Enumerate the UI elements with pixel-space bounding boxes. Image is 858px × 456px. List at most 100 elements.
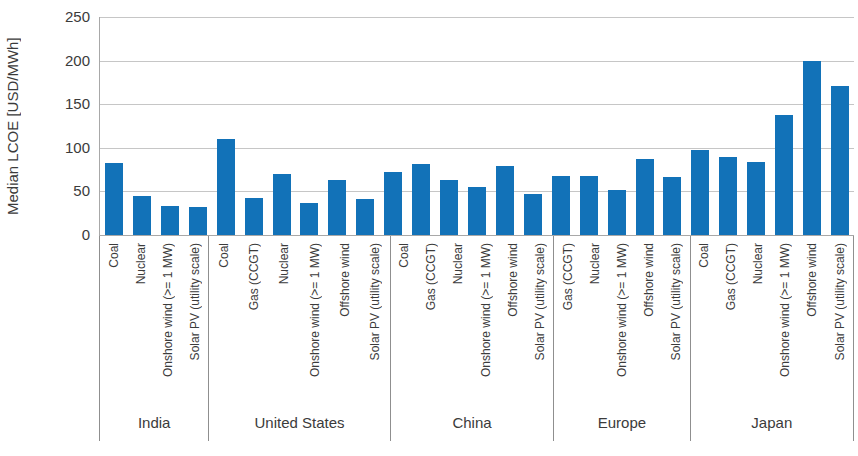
bar-slot [491, 17, 519, 235]
bar [663, 177, 681, 235]
tech-label: Coal [108, 243, 120, 268]
tech-label-row: Gas (CCGT) Nuclear Onshore wind (>= 1 MW) O… [554, 236, 689, 403]
bar-slot [742, 17, 770, 235]
tech-label: Nuclear [589, 243, 601, 284]
bar-slot [575, 17, 603, 235]
lcoe-bar-chart: Median LCOE [USD/MWh] 050100150200250 Co… [0, 0, 858, 456]
bar [580, 176, 598, 235]
bar [356, 199, 374, 235]
bar-slot [100, 17, 128, 235]
tech-label: Gas (CCGT) [562, 243, 574, 310]
tech-label-slot: Gas (CCGT) [554, 236, 581, 403]
bar-slot [351, 17, 379, 235]
bar [105, 163, 123, 235]
bar-slot [547, 17, 575, 235]
tech-label-slot: Solar PV (utility scale) [360, 236, 390, 403]
tech-label: Offshore wind [643, 243, 655, 317]
bar [496, 166, 514, 235]
tech-label-slot: Nuclear [269, 236, 299, 403]
tech-label-slot: Coal [100, 236, 127, 403]
tech-label-slot: Onshore wind (>= 1 MW) [608, 236, 635, 403]
y-axis-tick-labels: 050100150200250 [0, 0, 92, 456]
bar [775, 115, 793, 235]
y-tick-label: 250 [65, 8, 90, 26]
tech-label-slot: Solar PV (utility scale) [181, 236, 208, 403]
bar-slot [268, 17, 296, 235]
bar [133, 196, 151, 235]
label-group-india: Coal NuclearOnshore wind (>= 1 MW) Solar P… [99, 236, 209, 441]
bar-group-europe [547, 17, 687, 235]
bar-slot [519, 17, 547, 235]
tech-label-slot: Onshore wind (>= 1 MW) [154, 236, 181, 403]
tech-label-row: CoalGas (CCGT)NuclearOnshore wind (>= 1 … [209, 236, 390, 403]
tech-label: Gas (CCGT) [425, 243, 437, 310]
tech-label-row: Coal NuclearOnshore wind (>= 1 MW) Solar P… [100, 236, 208, 403]
y-tick-label: 150 [65, 95, 90, 113]
tech-label: Solar PV (utility scale) [834, 243, 846, 360]
bar [384, 172, 402, 235]
tech-label-slot: Solar PV (utility scale) [826, 236, 853, 403]
tech-label: Offshore wind [507, 243, 519, 317]
bar-slot [798, 17, 826, 235]
tech-label-slot: Solar PV (utility scale) [526, 236, 553, 403]
tech-label-slot: Nuclear [445, 236, 472, 403]
label-group-europe: Gas (CCGT) Nuclear Onshore wind (>= 1 MW) O… [554, 236, 690, 441]
tech-label-row: CoalGas (CCGT)NuclearOnshore wind (>= 1 … [391, 236, 553, 403]
bar-slot [631, 17, 659, 235]
bar-slot [686, 17, 714, 235]
bar [803, 61, 821, 235]
tech-label: Onshore wind (>= 1 MW) [779, 243, 791, 377]
bar-slot [407, 17, 435, 235]
tech-label: Nuclear [278, 243, 290, 284]
region-label: Europe [554, 403, 689, 441]
bar-groups [100, 17, 854, 235]
bar-slot [184, 17, 212, 235]
tech-label: Gas (CCGT) [248, 243, 260, 310]
bar [328, 180, 346, 235]
tech-label-slot: Offshore wind [799, 236, 826, 403]
bar [412, 164, 430, 236]
tech-label-slot: Coal [391, 236, 418, 403]
label-group-united-states: CoalGas (CCGT)NuclearOnshore wind (>= 1 … [209, 236, 391, 441]
bar [245, 198, 263, 235]
tech-label-row: CoalGas (CCGT)NuclearOnshore wind (>= 1 … [691, 236, 853, 403]
bar-group-india [100, 17, 212, 235]
tech-label: Offshore wind [339, 243, 351, 317]
bar [608, 190, 626, 235]
tech-label-slot: Nuclear [581, 236, 608, 403]
label-group-china: CoalGas (CCGT)NuclearOnshore wind (>= 1 … [391, 236, 554, 441]
tech-label-slot: Gas (CCGT) [718, 236, 745, 403]
bar [468, 187, 486, 235]
tech-label-slot: Gas (CCGT) [418, 236, 445, 403]
bar-slot [323, 17, 351, 235]
bar-slot [826, 17, 854, 235]
bar-slot [659, 17, 687, 235]
bar-slot [156, 17, 184, 235]
tech-label-slot: Onshore wind (>= 1 MW) [772, 236, 799, 403]
bar-slot [770, 17, 798, 235]
bar-slot [240, 17, 268, 235]
region-label: India [100, 403, 208, 441]
bar-slot [463, 17, 491, 235]
tech-label: Onshore wind (>= 1 MW) [616, 243, 628, 377]
tech-label: Offshore wind [806, 243, 818, 317]
plot-area [99, 17, 854, 236]
tech-label: Onshore wind (>= 1 MW) [309, 243, 321, 377]
tech-label-slot: Offshore wind [330, 236, 360, 403]
bar-slot [128, 17, 156, 235]
bar [747, 162, 765, 235]
tech-label: Solar PV (utility scale) [670, 243, 682, 360]
tech-label: Solar PV (utility scale) [189, 243, 201, 360]
tech-label-slot: Onshore wind (>= 1 MW) [300, 236, 330, 403]
y-tick-label: 50 [73, 182, 90, 200]
bar-slot [295, 17, 323, 235]
region-label: China [391, 403, 553, 441]
bar [636, 159, 654, 235]
tech-label-slot: Nuclear [127, 236, 154, 403]
bar-slot [379, 17, 407, 235]
tech-label-slot: Offshore wind [499, 236, 526, 403]
y-tick-label: 200 [65, 52, 90, 70]
y-tick-label: 100 [65, 139, 90, 157]
bar-group-japan [686, 17, 854, 235]
bar [719, 157, 737, 235]
